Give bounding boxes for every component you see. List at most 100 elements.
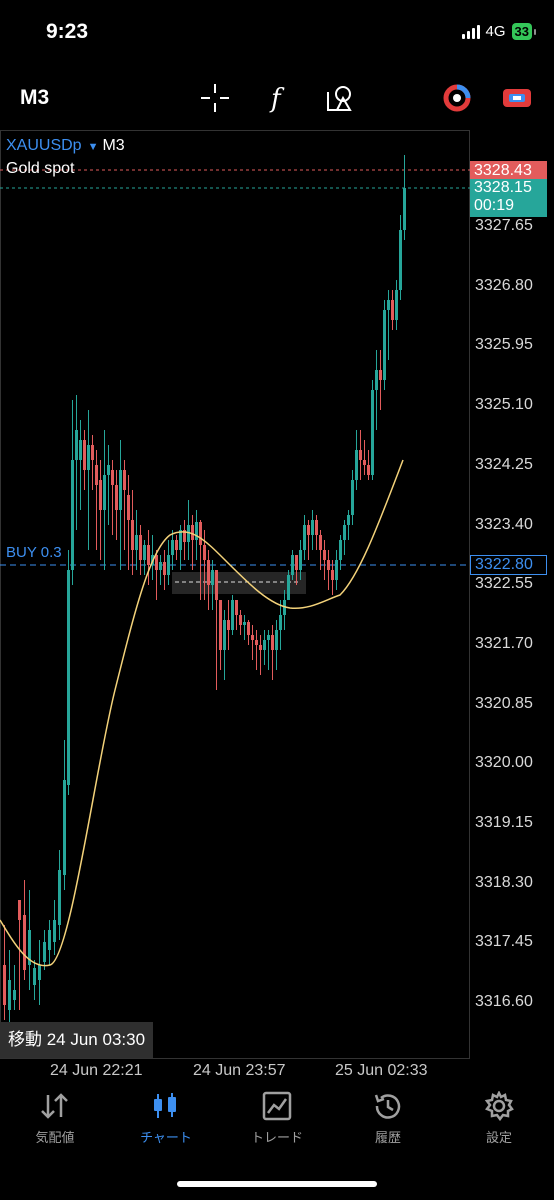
candle-body (3, 965, 6, 1005)
candle-body (347, 515, 350, 525)
candle-body (343, 525, 346, 540)
candle-body (83, 440, 86, 470)
candle-body (53, 920, 56, 942)
candle-body (135, 535, 138, 550)
candle-body (147, 545, 150, 565)
candle-body (323, 550, 326, 560)
chart-icon (154, 1093, 176, 1118)
candle-body (351, 480, 354, 515)
candle-body (207, 560, 210, 585)
candle-body (71, 460, 74, 570)
candle-body (255, 640, 258, 645)
nav-history[interactable]: 履歴 (333, 1091, 443, 1146)
trade-icon[interactable] (501, 82, 533, 114)
price-level-label: 3325.95 (475, 336, 533, 354)
candle-body (291, 555, 294, 575)
candle-body (159, 562, 162, 570)
nav-label: チャート (140, 1130, 192, 1145)
candle-body (115, 485, 118, 510)
candle-body (13, 990, 16, 1000)
symbol-header[interactable]: XAUUSDp ▼ M3 (6, 137, 125, 155)
settings-icon (484, 1091, 514, 1121)
candle-body (339, 540, 342, 560)
candle-body (251, 635, 254, 640)
candle-body (219, 600, 222, 650)
candle-body (263, 640, 266, 650)
candle-body (295, 555, 298, 570)
candle-body (223, 620, 226, 650)
crosshair-time-label: 移動 24 Jun 03:30 (0, 1022, 154, 1058)
function-icon[interactable]: f (262, 82, 294, 114)
candle-body (179, 530, 182, 550)
price-level-label: 3322.55 (475, 575, 533, 593)
candle-body (243, 622, 246, 625)
candle-body (239, 615, 242, 625)
candle-body (267, 635, 270, 640)
network-label: 4G (485, 23, 506, 40)
candle-body (359, 450, 362, 460)
candle-body (119, 470, 122, 510)
bid-price-tag: 3328.43 (470, 161, 547, 181)
chart-canvas[interactable] (0, 130, 554, 1060)
nav-chart[interactable]: チャート (111, 1091, 221, 1146)
nav-settings[interactable]: 設定 (444, 1091, 554, 1146)
buy-order-label[interactable]: BUY 0.3 (6, 544, 62, 561)
candle-body (43, 942, 46, 962)
candle-body (215, 570, 218, 600)
candle-body (375, 370, 378, 390)
price-level-label: 3319.15 (475, 814, 533, 831)
price-level-label: 3318.30 (475, 873, 533, 891)
candle-body (95, 465, 98, 485)
bottom-nav: 気配値 チャート トレード 履歴 設定 (0, 1085, 554, 1165)
candle-body (367, 465, 370, 475)
price-level-label: 3320.00 (475, 754, 533, 772)
candle-body (175, 540, 178, 550)
candle-body (319, 535, 322, 550)
candle-body (363, 460, 366, 465)
candle-body (23, 915, 26, 970)
candle-body (33, 968, 36, 985)
price-level-label: 3325.10 (475, 396, 533, 414)
candle-body (303, 525, 306, 550)
symbol-name[interactable]: XAUUSDp (6, 137, 82, 154)
candle-body (79, 440, 82, 460)
ask-price-tag: 3328.15 00:19 (470, 179, 547, 217)
candle-body (123, 470, 126, 490)
candle-body (379, 370, 382, 380)
candle-body (67, 570, 70, 785)
price-level-label: 3320.85 (475, 694, 533, 712)
candle-body (99, 480, 102, 510)
nav-quotes[interactable]: 気配値 (0, 1091, 110, 1146)
time-label: 24 Jun 22:21 (50, 1062, 143, 1079)
chart-frame (0, 130, 470, 1059)
nav-trade[interactable]: トレード (222, 1091, 332, 1146)
objects-icon[interactable] (324, 82, 356, 114)
signal-icon (461, 24, 480, 39)
symbol-dropdown-icon[interactable]: ▼ (87, 141, 99, 153)
candle-body (259, 645, 262, 650)
crosshair-icon[interactable] (199, 82, 231, 114)
symbol-timeframe: M3 (102, 137, 125, 154)
trade-icon (262, 1091, 292, 1121)
price-level-label: 3323.40 (475, 515, 533, 533)
candle-body (391, 300, 394, 320)
candle-body (91, 445, 94, 460)
candle-body (63, 780, 66, 875)
moving-average-line (0, 459, 404, 967)
candle-body (335, 560, 338, 580)
battery-icon: 33 (511, 23, 537, 40)
home-indicator (177, 1181, 377, 1187)
candle-body (155, 555, 158, 570)
price-chart[interactable]: XAUUSDp ▼ M3 Gold spot BUY 0.3 3328.43 332… (0, 130, 554, 1079)
timeframe-button[interactable]: M3 (20, 86, 50, 109)
time-label: 24 Jun 23:57 (193, 1062, 286, 1079)
status-right: 4G 33 (461, 23, 537, 40)
candle-countdown: 00:19 (474, 197, 515, 214)
candle-body (311, 520, 314, 535)
candle-body (279, 615, 282, 630)
candle-body (315, 520, 318, 535)
mt-logo-icon[interactable] (441, 82, 473, 114)
status-time: 9:23 (46, 20, 89, 43)
candle-body (307, 525, 310, 535)
candle-body (167, 555, 170, 575)
